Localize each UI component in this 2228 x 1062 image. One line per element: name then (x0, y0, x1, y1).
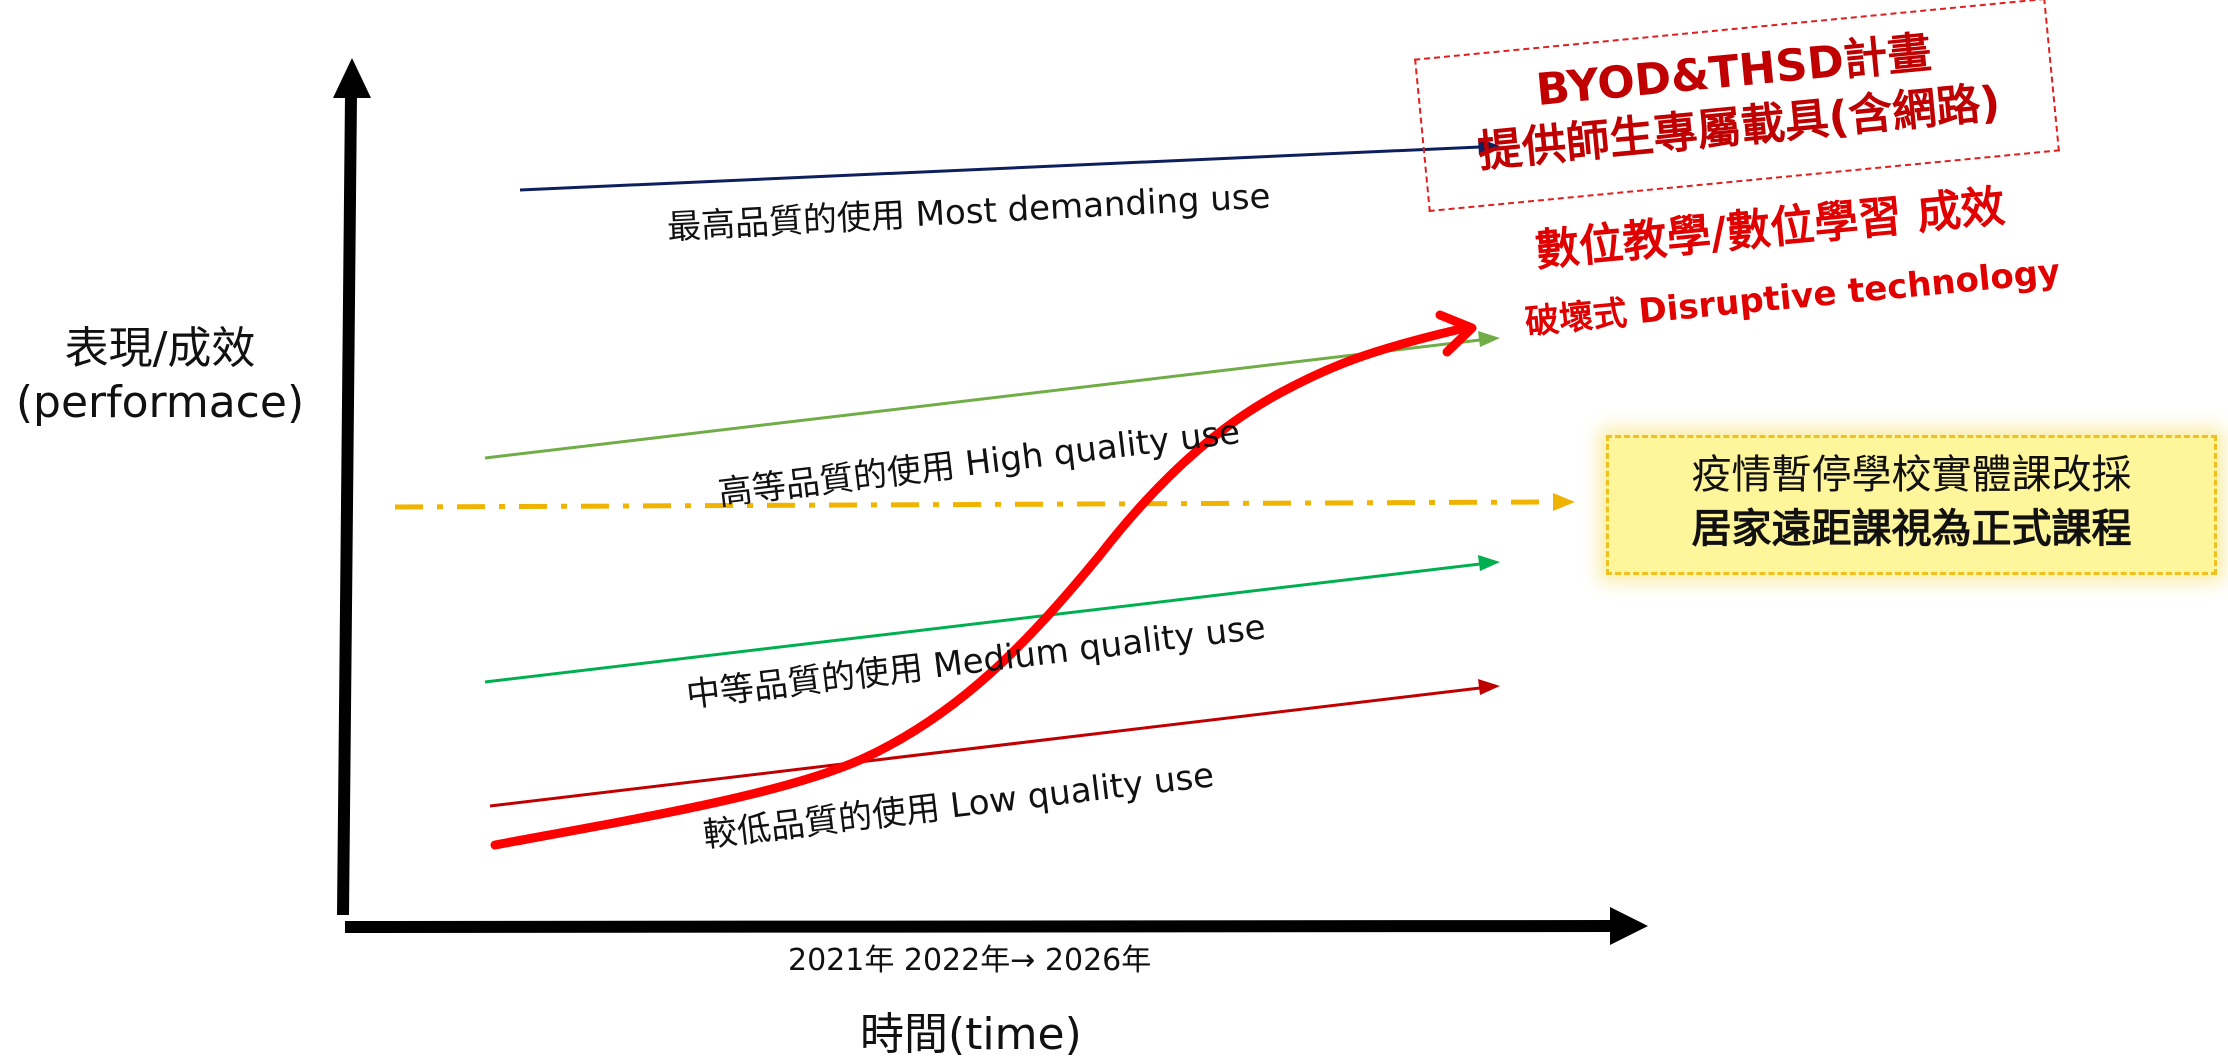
y-axis (337, 94, 357, 916)
x-axis (344, 920, 1616, 933)
pandemic-callout: 疫情暫停學校實體課改採 居家遠距課視為正式課程 (1606, 435, 2217, 575)
y-axis-arrowhead (333, 58, 371, 98)
y-axis-label-line1: 表現/成效 (64, 323, 256, 374)
x-axis-arrowhead (1610, 907, 1648, 945)
disruptive-curve (490, 323, 1470, 850)
x-axis-label: 時間(time) (860, 1009, 1082, 1060)
x-axis-years: 2021年 2022年→ 2026年 (788, 943, 1152, 978)
high-quality-line (484, 338, 1481, 460)
high-quality-arrowhead (1478, 331, 1500, 347)
most-demanding-line (519, 145, 1481, 192)
medium-quality-arrowhead (1478, 555, 1500, 571)
pandemic-arrowhead (1553, 493, 1575, 511)
pandemic-line1: 疫情暫停學校實體課改採 (1691, 452, 2132, 498)
medium-quality-line (484, 562, 1481, 684)
disruptive-curve-arrowhead (1435, 310, 1477, 357)
low-quality-line (489, 686, 1481, 808)
pandemic-line2: 居家遠距課視為正式課程 (1691, 506, 2132, 552)
y-axis-label-line2: (performace) (15, 377, 305, 428)
most-demanding-arrowhead (1478, 138, 1500, 155)
low-quality-arrowhead (1478, 679, 1500, 695)
pandemic-line (394, 499, 1549, 510)
y-axis-label: 表現/成效 (performace) (10, 322, 310, 430)
